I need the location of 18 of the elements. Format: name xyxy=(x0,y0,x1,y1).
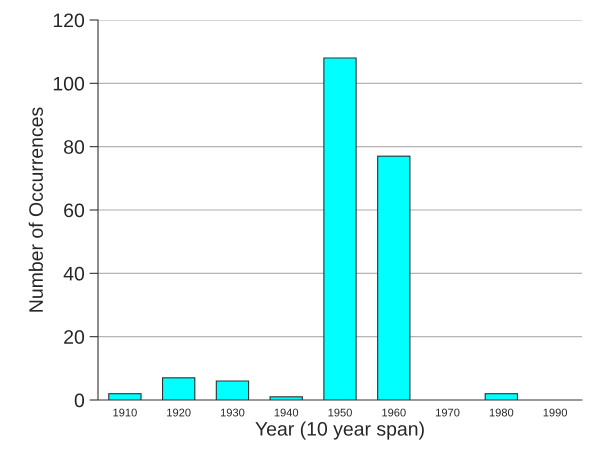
y-tick-label: 60 xyxy=(64,203,84,218)
x-tick-label: 1980 xyxy=(490,408,514,416)
y-tick-label: 120 xyxy=(54,13,84,28)
y-tick-label: 20 xyxy=(64,330,84,344)
x-tick-label: 1930 xyxy=(220,408,244,416)
y-tick-label: 40 xyxy=(64,266,84,281)
x-tick-label: 1910 xyxy=(113,408,137,416)
x-tick-label: 1920 xyxy=(167,408,191,416)
y-tick-label: 0 xyxy=(74,393,84,408)
x-tick-label: 1970 xyxy=(436,408,460,416)
x-tick-label: 1960 xyxy=(382,408,406,416)
y-tick-label: 100 xyxy=(54,76,84,91)
x-tick-label: 1940 xyxy=(274,408,298,416)
x-axis-title: Year (10 year span) xyxy=(255,421,424,440)
x-tick-label: 1950 xyxy=(328,408,352,416)
y-tick-label: 80 xyxy=(64,140,84,154)
y-axis-title: Number of Occurrences xyxy=(28,107,43,312)
x-tick-label: 1990 xyxy=(544,408,568,416)
